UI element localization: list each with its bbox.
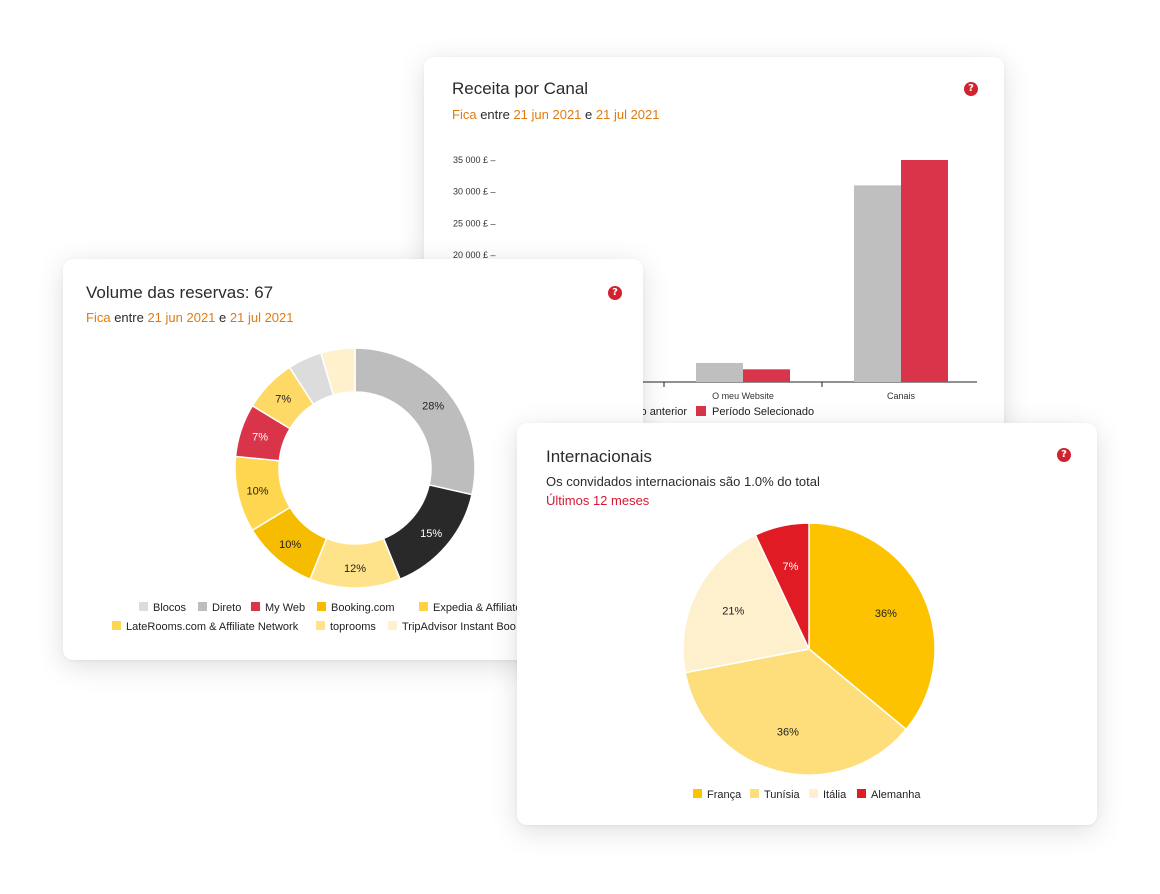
pie-slice xyxy=(808,522,936,731)
legend-label: Alemanha xyxy=(871,789,921,801)
date-between: entre xyxy=(480,107,510,122)
bar-previous xyxy=(854,185,901,382)
legend-label: Booking.com xyxy=(331,602,395,614)
pie-slice xyxy=(319,347,356,397)
legend-label: França xyxy=(707,789,742,801)
international-pie-chart: 36% 36% 21% 7% França Tunísia Itália Alemanha xyxy=(682,522,936,801)
help-icon[interactable]: ? xyxy=(1057,448,1071,462)
legend-swatch xyxy=(857,789,866,798)
legend-swatch xyxy=(316,621,325,630)
bookings-date-range: Fica entre 21 jun 2021 e 21 jul 2021 xyxy=(86,310,294,325)
help-icon[interactable]: ? xyxy=(608,286,622,300)
help-icon[interactable]: ? xyxy=(964,82,978,96)
slice-label: 15% xyxy=(420,528,442,540)
y-tick-label: 25 000 £ – xyxy=(453,218,496,228)
date-and: e xyxy=(219,310,227,325)
pie-slice xyxy=(754,522,810,650)
revenue-date-range: Fica entre 21 jun 2021 e 21 jul 2021 xyxy=(452,107,660,122)
bar-selected xyxy=(901,160,948,382)
pie-slice xyxy=(354,347,476,496)
bookings-card-title: Volume das reservas: 67 xyxy=(86,283,274,302)
date-from[interactable]: 21 jun 2021 xyxy=(147,310,216,325)
slice-label: 36% xyxy=(875,608,897,620)
legend-swatch xyxy=(317,602,326,611)
legend-swatch xyxy=(750,789,759,798)
legend-label: Expedia & Affiliate N xyxy=(433,602,533,614)
y-tick-label: 20 000 £ – xyxy=(453,250,496,260)
slice-label: 36% xyxy=(777,726,799,738)
bookings-donut-chart: 28% 15% 12% 10% 10% 7% 7% Blocos Direto My Web Boo… xyxy=(112,347,533,633)
y-tick-label: 30 000 £ – xyxy=(453,187,496,197)
legend-swatch xyxy=(696,406,706,416)
slice-label: 7% xyxy=(252,431,268,443)
date-from[interactable]: 21 jun 2021 xyxy=(513,107,582,122)
legend-label: LateRooms.com & Affiliate Network xyxy=(126,621,299,633)
y-tick-label: 35 000 £ – xyxy=(453,155,496,165)
legend-swatch xyxy=(388,621,397,630)
x-tick-label: Canais xyxy=(887,391,916,401)
international-card: Internacionais Os convidados internacion… xyxy=(517,423,1097,825)
legend-label: Direto xyxy=(212,602,241,614)
revenue-card-title: Receita por Canal xyxy=(452,79,589,98)
pie-slice xyxy=(684,648,908,776)
legend-label: Período Selecionado xyxy=(712,406,814,418)
bar-previous xyxy=(696,362,743,382)
legend-label: Itália xyxy=(823,789,847,801)
legend-label: TripAdvisor Instant Boo xyxy=(402,621,516,633)
legend-swatch xyxy=(251,602,260,611)
pie-slice xyxy=(682,533,811,674)
international-period: Últimos 12 meses xyxy=(546,493,650,508)
slice-label: 12% xyxy=(344,563,366,575)
legend-label: Blocos xyxy=(153,602,187,614)
legend-swatch xyxy=(139,602,148,611)
legend-swatch xyxy=(693,789,702,798)
legend-swatch xyxy=(809,789,818,798)
date-between: entre xyxy=(114,310,144,325)
slice-label: 21% xyxy=(722,605,744,617)
legend-label: toprooms xyxy=(330,621,376,633)
date-to[interactable]: 21 jul 2021 xyxy=(229,310,294,325)
legend-swatch xyxy=(198,602,207,611)
x-tick-label: O meu Website xyxy=(712,391,774,401)
slice-label: 7% xyxy=(783,561,799,573)
revenue-bar-chart: 35 000 £ – 30 000 £ – 25 000 £ – 20 000 £ –… xyxy=(453,155,977,418)
legend-label: My Web xyxy=(265,602,305,614)
bar-selected xyxy=(743,369,790,382)
international-card-title: Internacionais xyxy=(546,447,652,466)
date-and: e xyxy=(585,107,593,122)
date-prefix: Fica xyxy=(86,310,111,325)
date-to[interactable]: 21 jul 2021 xyxy=(595,107,660,122)
slice-label: 10% xyxy=(246,485,268,497)
international-description: Os convidados internacionais são 1.0% do… xyxy=(546,474,820,489)
legend-swatch xyxy=(112,621,121,630)
date-prefix: Fica xyxy=(452,107,477,122)
legend-label: Tunísia xyxy=(764,789,801,801)
slice-label: 7% xyxy=(275,393,291,405)
slice-label: 10% xyxy=(279,539,301,551)
legend-label: o anterior xyxy=(641,406,688,418)
slice-label: 28% xyxy=(422,401,444,413)
legend-swatch xyxy=(419,602,428,611)
